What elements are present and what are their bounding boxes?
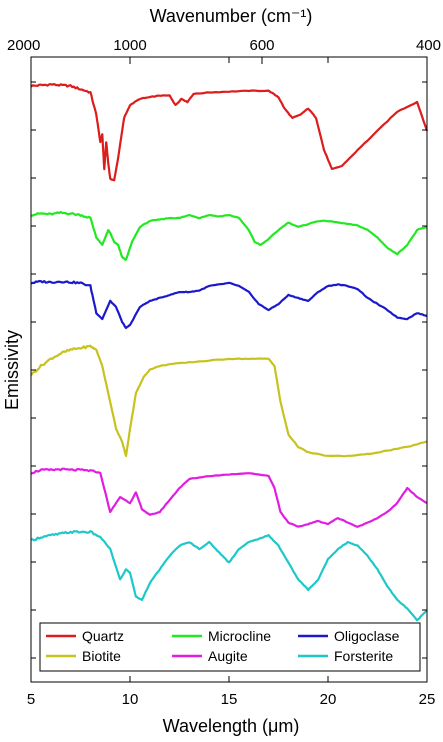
x-tick-label: 10 <box>122 691 139 708</box>
x-tick-label: 25 <box>419 691 436 708</box>
plot-frame <box>30 56 428 683</box>
legend-label: Augite <box>208 648 248 664</box>
y-axis-title: Emissivity <box>2 330 22 410</box>
legend-label: Quartz <box>82 628 124 644</box>
legend: Quartz Microcline Oligoclase Biotite Augite F… <box>39 622 421 672</box>
bottom-axis: 5 10 15 20 25 <box>27 57 436 708</box>
top-tick-label: 1000 <box>113 37 146 54</box>
top-tick-label: 2000 <box>7 37 40 54</box>
series-line-augite <box>30 467 428 528</box>
legend-label: Microcline <box>208 628 271 644</box>
series-line-microcline <box>30 210 428 261</box>
series-line-biotite <box>30 344 428 458</box>
series-line-quartz <box>30 82 429 182</box>
series-line-oligoclase <box>30 279 428 330</box>
x-tick-label: 15 <box>221 691 238 708</box>
left-axis-ticks <box>31 81 427 659</box>
x-tick-label: 5 <box>27 691 35 708</box>
series-line-forsterite <box>30 530 428 622</box>
top-axis: 2000 1000 600 400 <box>7 37 441 64</box>
legend-box <box>39 622 421 672</box>
series-layer <box>30 82 429 622</box>
top-tick-label: 600 <box>249 37 274 54</box>
legend-label: Oligoclase <box>334 628 400 644</box>
legend-label: Biotite <box>82 648 121 664</box>
x-axis-title: Wavelength (μm) <box>163 716 300 736</box>
top-tick-label: 400 <box>416 37 441 54</box>
x-tick-label: 20 <box>320 691 337 708</box>
top-axis-title: Wavenumber (cm⁻¹) <box>150 6 313 26</box>
legend-label: Forsterite <box>334 648 393 664</box>
